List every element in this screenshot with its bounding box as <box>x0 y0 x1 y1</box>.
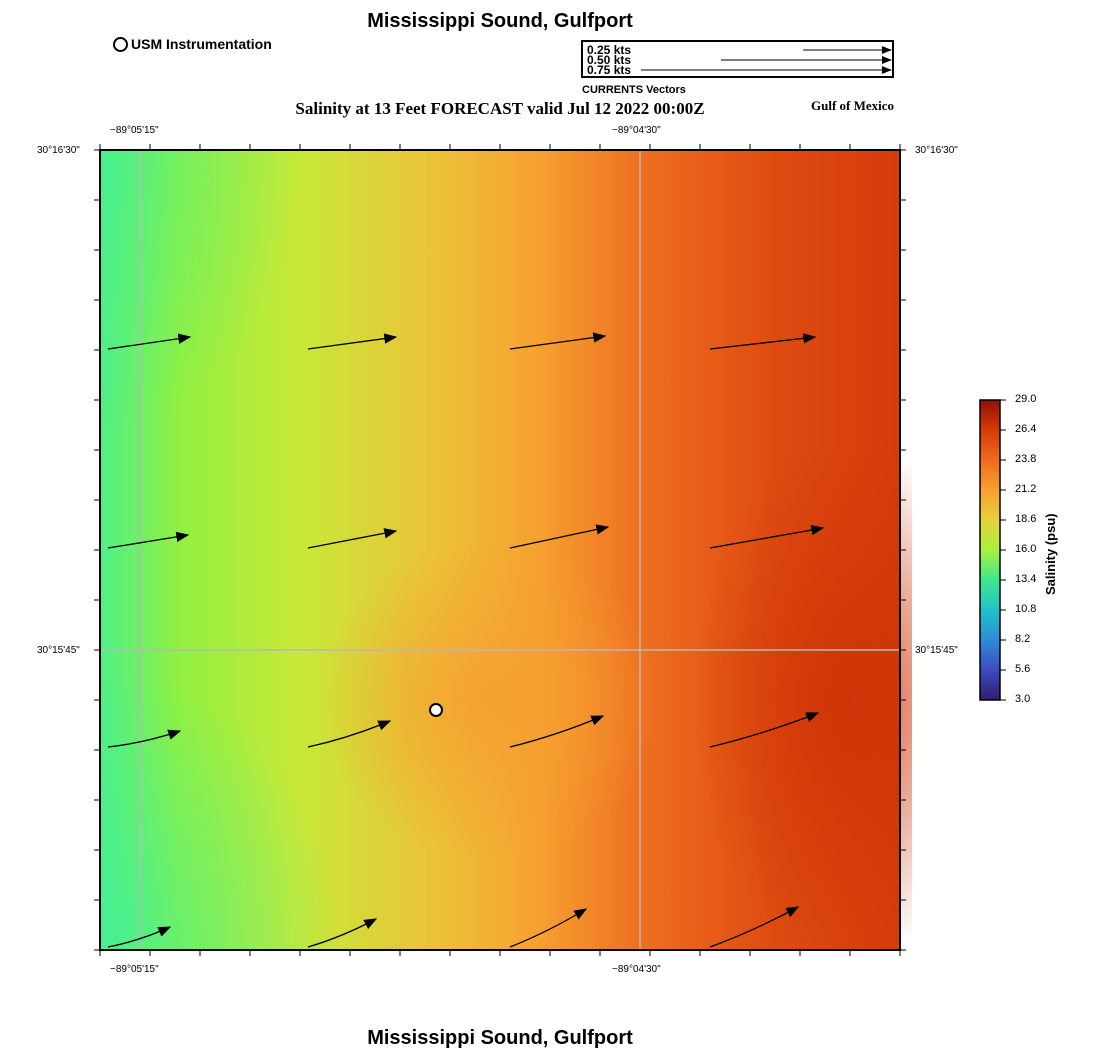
current-vector-arrow-icon <box>709 524 825 549</box>
colorbar-gradient <box>979 399 1001 701</box>
vector-scale-label: 0.25 kts <box>587 43 632 57</box>
colorbar-tick-label: 18.6 <box>1015 513 1037 525</box>
colorbar-tick-label: 16.0 <box>1015 543 1037 555</box>
current-vector-arrow-icon <box>709 712 820 748</box>
colorbar-tick-label: 13.4 <box>1015 573 1037 585</box>
current-vector-arrow-icon <box>307 528 398 549</box>
footer-title: Mississippi Sound, Gulfport <box>367 1027 633 1049</box>
vector-scale-label: 0.50 kts <box>587 53 632 67</box>
vector-scale-label: 0.75 kts <box>587 63 632 77</box>
vector-scale-legend: 0.25 kts 0.50 kts 0.75 kts <box>581 40 894 78</box>
forecast-subtitle: Salinity at 13 Feet FORECAST valid Jul 1… <box>295 99 705 118</box>
current-vector-arrow-icon <box>509 908 588 948</box>
vector-caption: CURRENTS Vectors <box>582 84 686 96</box>
graticule <box>100 150 900 950</box>
colorbar-tick-label: 26.4 <box>1015 423 1037 435</box>
colorbar-title: Salinity (psu) <box>1043 513 1058 595</box>
salinity-field <box>100 150 912 960</box>
current-vector-arrow-icon <box>709 906 800 948</box>
colorbar-tick-label: 5.6 <box>1015 663 1031 675</box>
usm-station-marker[interactable] <box>429 703 443 717</box>
colorbar-tick-label: 8.2 <box>1015 633 1031 645</box>
vector-scale-arrows <box>641 46 892 74</box>
lat-label-right: 30°15'45" <box>915 645 958 656</box>
lon-label-top: −89°05'15" <box>110 125 159 136</box>
lon-label-top: −89°04'30" <box>612 125 661 136</box>
current-vector-arrow-icon <box>307 333 398 350</box>
lon-label-bottom: −89°05'15" <box>110 964 159 975</box>
map-ticks <box>94 144 906 956</box>
current-vector-arrow-icon <box>107 531 190 549</box>
current-vector-arrow-icon <box>709 333 817 350</box>
colorbar-tick-label: 10.8 <box>1015 603 1037 615</box>
station-circle-icon <box>113 36 128 52</box>
lat-label-right: 30°16'30" <box>915 145 958 156</box>
lon-label-bottom: −89°04'30" <box>612 964 661 975</box>
colorbar-tick-label: 3.0 <box>1015 693 1031 705</box>
station-legend-label: USM Instrumentation <box>131 36 272 52</box>
current-vector-arrow-icon <box>509 715 605 748</box>
current-vector-arrow-icon <box>509 332 607 350</box>
map-title: Mississippi Sound, Gulfport <box>367 10 633 32</box>
current-vectors <box>107 332 825 948</box>
current-vector-arrow-icon <box>107 926 172 948</box>
current-vector-arrow-icon <box>307 918 378 948</box>
salinity-map <box>94 144 912 960</box>
colorbar <box>979 399 1006 701</box>
colorbar-tick-label: 21.2 <box>1015 483 1037 495</box>
current-vector-arrow-icon <box>307 720 392 748</box>
current-vector-arrow-icon <box>509 524 610 549</box>
current-vector-arrow-icon <box>107 729 182 748</box>
colorbar-tick-label: 23.8 <box>1015 453 1037 465</box>
current-vector-arrow-icon <box>107 333 192 350</box>
region-label: Gulf of Mexico <box>811 98 895 113</box>
colorbar-tick-label: 29.0 <box>1015 393 1037 405</box>
lat-label-left: 30°16'30" <box>37 145 80 156</box>
lat-label-left: 30°15'45" <box>37 645 80 656</box>
station-legend: USM Instrumentation <box>113 36 272 52</box>
